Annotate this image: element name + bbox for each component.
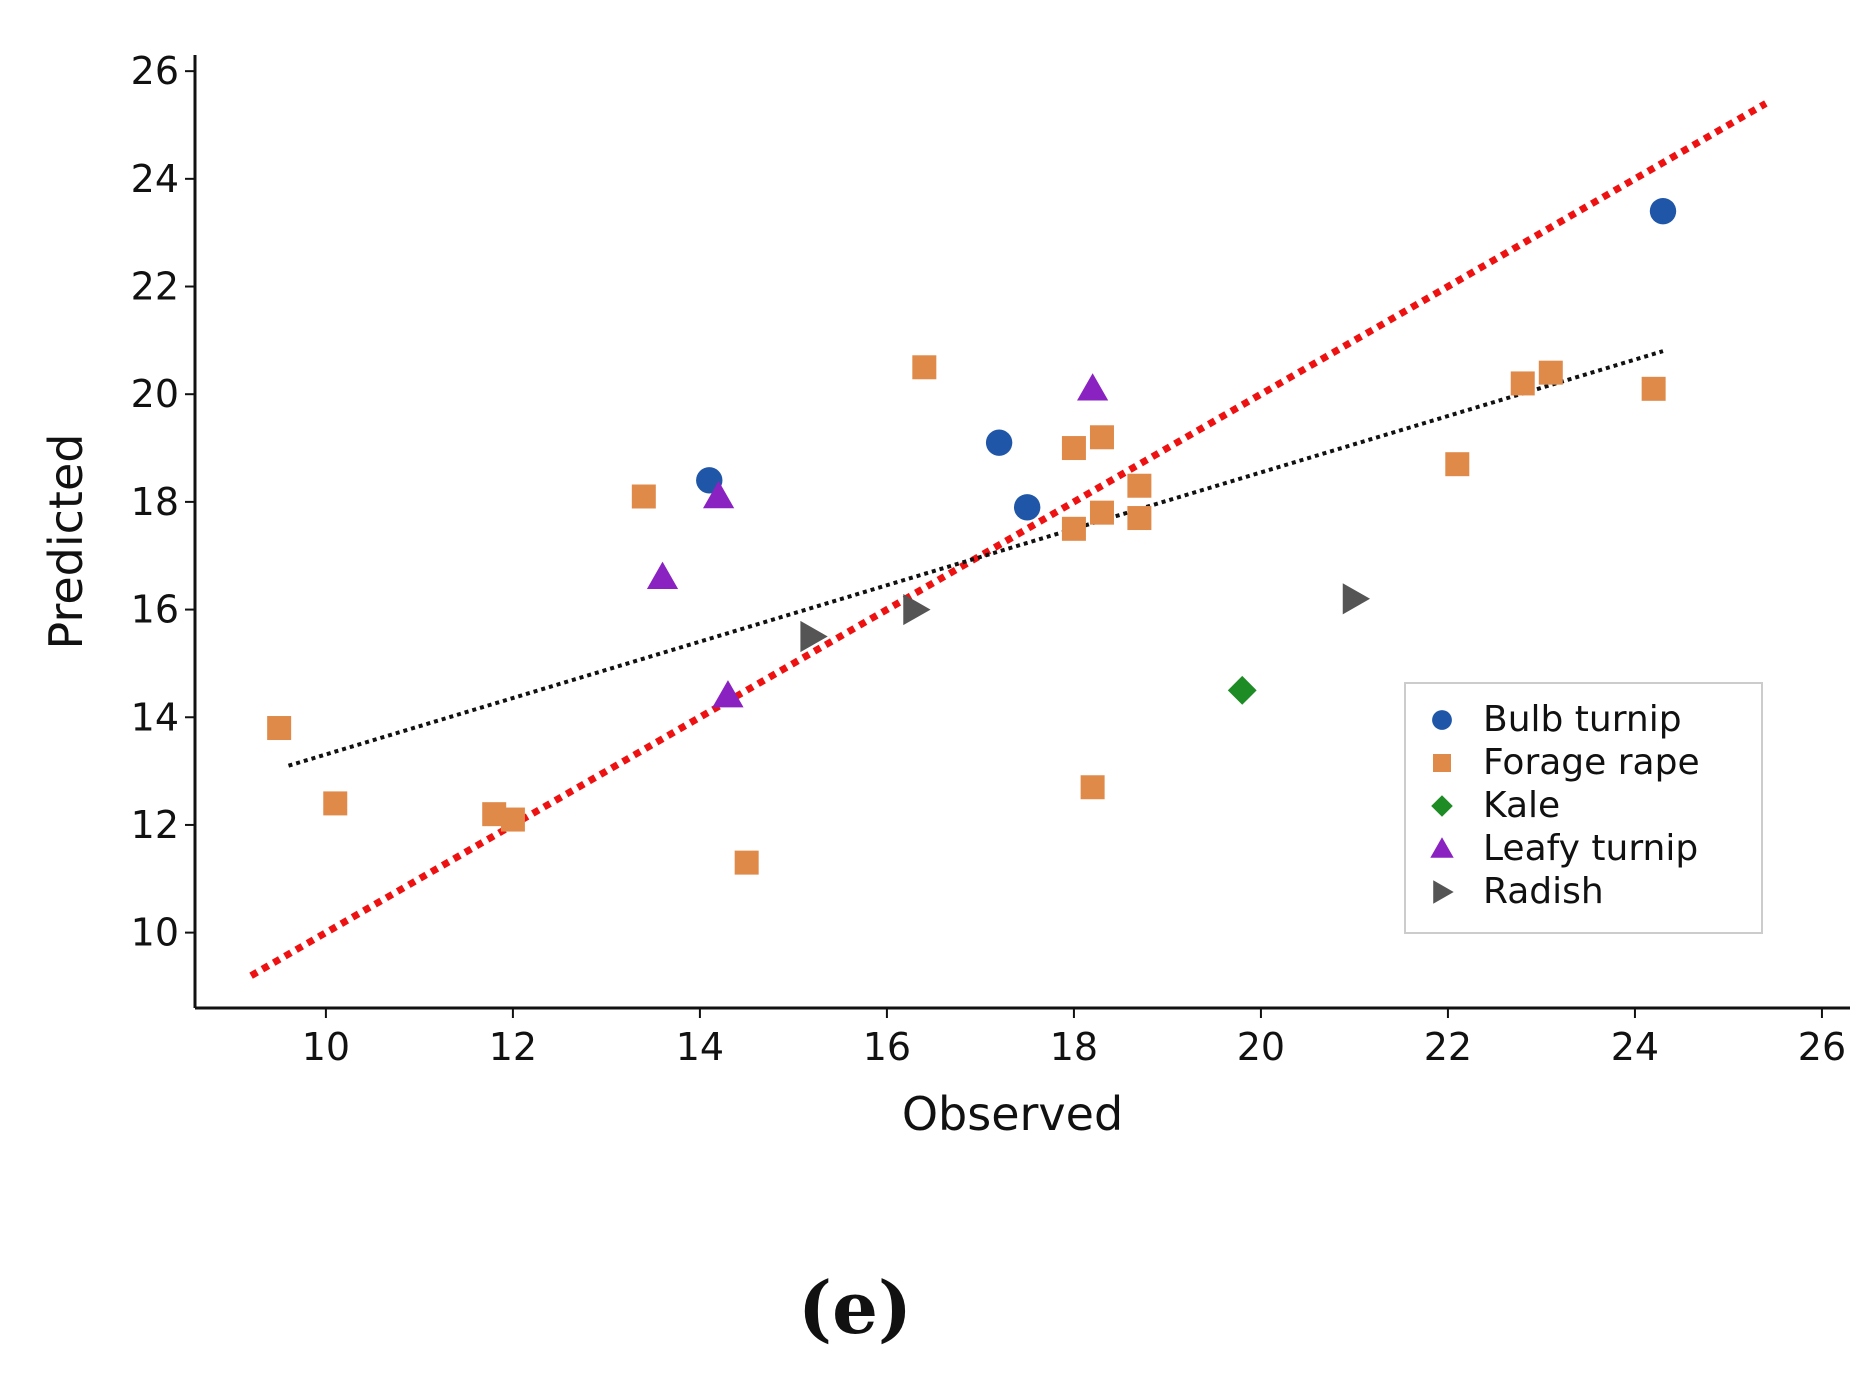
forage-rape-point bbox=[734, 850, 759, 875]
y-tick-label: 10 bbox=[131, 911, 179, 955]
x-tick-label: 18 bbox=[1050, 1025, 1098, 1069]
y-tick-label: 14 bbox=[131, 695, 179, 739]
y-tick-label: 22 bbox=[131, 265, 179, 309]
x-tick-label: 16 bbox=[863, 1025, 911, 1069]
x-tick-label: 10 bbox=[302, 1025, 350, 1069]
leafy-turnip-point bbox=[712, 680, 744, 708]
forage-rape-point bbox=[323, 791, 348, 816]
radish-point bbox=[903, 593, 931, 626]
panel-label: (e) bbox=[798, 1265, 912, 1350]
bulb-turnip-point bbox=[1649, 197, 1677, 225]
forage-rape-point bbox=[1641, 376, 1666, 401]
forage-rape-point bbox=[1061, 516, 1086, 541]
axis-ticks: 10 12 14 16 18 20 22 24 26 10 12 14 16 18 20 22 24 26 bbox=[131, 49, 1846, 1069]
axes bbox=[193, 55, 1850, 1010]
forage-rape-point bbox=[1127, 506, 1152, 531]
kale-point bbox=[1227, 675, 1257, 705]
y-tick-label: 24 bbox=[131, 157, 179, 201]
forage-rape-point bbox=[500, 807, 525, 832]
y-tick-label: 16 bbox=[131, 588, 179, 632]
leafy-turnip-point bbox=[1077, 373, 1109, 401]
leafy-turnip-point bbox=[703, 480, 735, 509]
legend-marker-leafy-turnip bbox=[1430, 837, 1454, 858]
x-axis-title: Observed bbox=[902, 1087, 1123, 1141]
forage-rape-point bbox=[1445, 452, 1470, 477]
legend-marker-forage-rape bbox=[1433, 754, 1451, 772]
forage-rape-point bbox=[1089, 500, 1114, 525]
forage-rape-point bbox=[1127, 473, 1152, 498]
x-tick-label: 20 bbox=[1237, 1025, 1285, 1069]
legend-label-radish: Radish bbox=[1483, 871, 1604, 912]
legend-label-kale: Kale bbox=[1483, 785, 1560, 826]
forage-rape-point bbox=[1510, 371, 1535, 396]
forage-rape-point bbox=[631, 484, 656, 509]
leafy-turnip-point bbox=[646, 561, 679, 589]
legend-label-bulb-turnip: Bulb turnip bbox=[1483, 699, 1682, 740]
forage-rape-point bbox=[1061, 436, 1086, 461]
legend-marker-radish bbox=[1433, 880, 1454, 904]
forage-rape-point bbox=[267, 716, 292, 741]
y-tick-label: 26 bbox=[131, 49, 179, 93]
forage-rape-point bbox=[1080, 775, 1105, 800]
bulb-turnip-point bbox=[985, 429, 1013, 456]
legend-label-leafy-turnip: Leafy turnip bbox=[1483, 828, 1698, 869]
y-axis-title: Predicted bbox=[39, 434, 93, 650]
y-tick-label: 12 bbox=[131, 803, 179, 847]
forage-rape-point bbox=[912, 355, 937, 380]
x-tick-label: 22 bbox=[1424, 1025, 1472, 1069]
x-tick-label: 26 bbox=[1798, 1025, 1846, 1069]
radish-point bbox=[1342, 583, 1371, 615]
x-tick-label: 14 bbox=[676, 1025, 724, 1069]
radish-point bbox=[800, 620, 828, 653]
data-points bbox=[267, 197, 1677, 875]
bulb-turnip-point bbox=[1013, 494, 1041, 521]
legend-marker-kale bbox=[1431, 795, 1453, 817]
forage-rape-point bbox=[1089, 425, 1114, 450]
legend-box bbox=[1404, 682, 1763, 934]
x-tick-label: 12 bbox=[489, 1025, 537, 1069]
x-tick-label: 24 bbox=[1611, 1025, 1659, 1069]
legend-label-forage-rape: Forage rape bbox=[1483, 742, 1700, 783]
forage-rape-point bbox=[1538, 360, 1563, 385]
y-tick-label: 20 bbox=[131, 372, 179, 416]
y-tick-label: 18 bbox=[131, 480, 179, 524]
legend-marker-bulb-turnip bbox=[1432, 710, 1452, 730]
